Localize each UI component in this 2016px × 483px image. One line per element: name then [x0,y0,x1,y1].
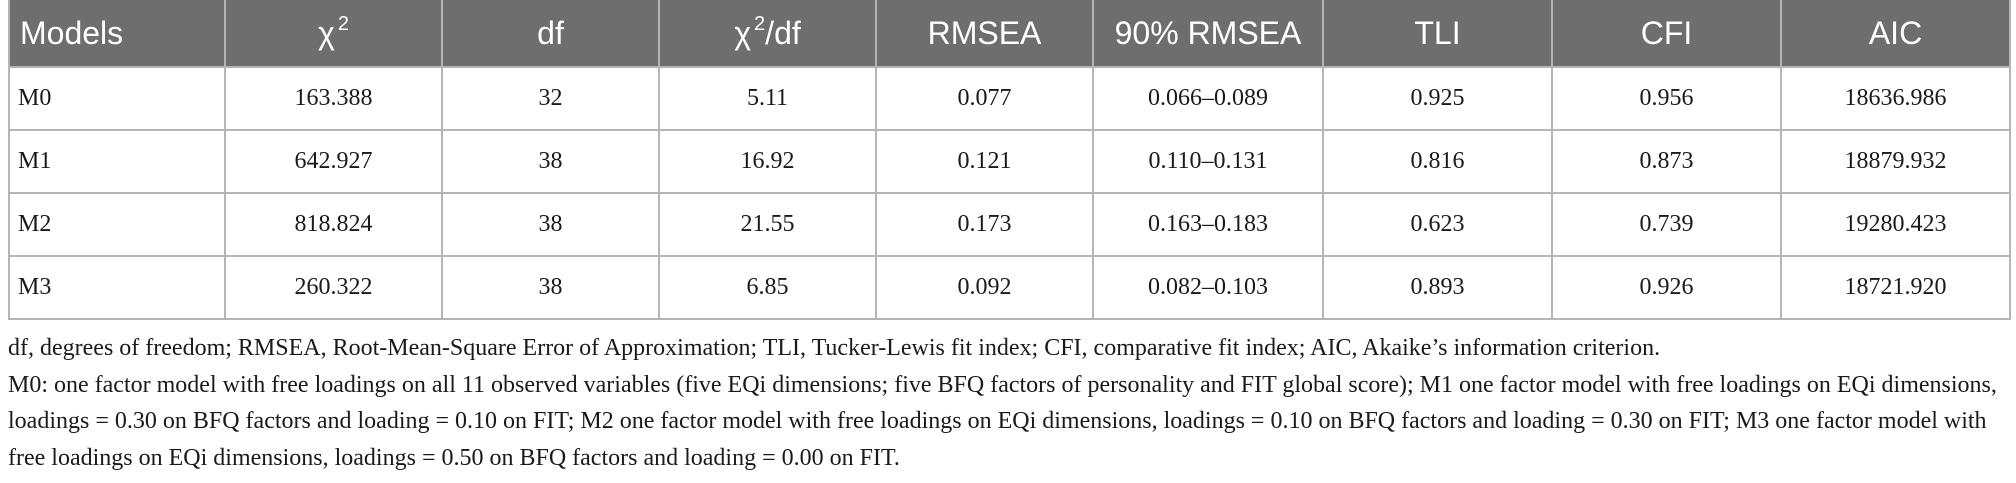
table-row: M2 818.824 38 21.55 0.173 0.163–0.183 0.… [8,192,2011,257]
cell-rmsea: 0.121 [875,129,1094,194]
cell-df: 38 [441,255,660,320]
cell-chi-square: 818.824 [224,192,443,257]
cell-tli: 0.893 [1322,255,1553,320]
header-df: df [441,0,660,68]
table-row: M1 642.927 38 16.92 0.121 0.110–0.131 0.… [8,129,2011,194]
cell-df: 38 [441,192,660,257]
table-row: M3 260.322 38 6.85 0.092 0.082–0.103 0.8… [8,255,2011,320]
cell-chi-square: 642.927 [224,129,443,194]
header-cfi: CFI [1551,0,1782,68]
model-definitions-note: M0: one factor model with free loadings … [8,371,1997,471]
cell-chi-square-df: 21.55 [658,192,877,257]
cell-cfi: 0.956 [1551,66,1782,131]
table-footnotes: df, degrees of freedom; RMSEA, Root-Mean… [8,330,2012,476]
header-models: Models [8,0,226,68]
cell-chi-square-df: 6.85 [658,255,877,320]
cell-rmsea-ci: 0.163–0.183 [1092,192,1324,257]
chi-symbol: χ [318,14,335,51]
cell-rmsea-ci: 0.110–0.131 [1092,129,1324,194]
cell-rmsea: 0.173 [875,192,1094,257]
cell-chi-square-df: 16.92 [658,129,877,194]
cell-aic: 18879.932 [1780,129,2011,194]
cell-model: M3 [8,255,226,320]
cell-rmsea-ci: 0.066–0.089 [1092,66,1324,131]
cell-rmsea: 0.077 [875,66,1094,131]
cell-cfi: 0.873 [1551,129,1782,194]
cell-model: M0 [8,66,226,131]
header-tli: TLI [1322,0,1553,68]
cell-cfi: 0.926 [1551,255,1782,320]
cell-aic: 18636.986 [1780,66,2011,131]
cell-cfi: 0.739 [1551,192,1782,257]
cell-tli: 0.623 [1322,192,1553,257]
cell-chi-square: 260.322 [224,255,443,320]
header-aic: AIC [1780,0,2011,68]
cell-tli: 0.816 [1322,129,1553,194]
cell-model: M1 [8,129,226,194]
cell-tli: 0.925 [1322,66,1553,131]
chi-square-exponent: 2 [754,12,766,35]
cell-rmsea-ci: 0.082–0.103 [1092,255,1324,320]
table-row: M0 163.388 32 5.11 0.077 0.066–0.089 0.9… [8,66,2011,131]
header-chi-square-df: χ 2/df [658,0,877,68]
per-df-text: /df [765,14,801,51]
abbreviations-note: df, degrees of freedom; RMSEA, Root-Mean… [8,335,1661,361]
cell-model: M2 [8,192,226,257]
cell-chi-square: 163.388 [224,66,443,131]
cell-df: 32 [441,66,660,131]
chi-symbol: χ [734,14,752,51]
chi-square-exponent: 2 [337,12,349,35]
cell-aic: 18721.920 [1780,255,2011,320]
header-rmsea-ci: 90% RMSEA [1092,0,1324,68]
cell-aic: 19280.423 [1780,192,2011,257]
cell-chi-square-df: 5.11 [658,66,877,131]
cell-df: 38 [441,129,660,194]
header-rmsea: RMSEA [875,0,1094,68]
cell-rmsea: 0.092 [875,255,1094,320]
